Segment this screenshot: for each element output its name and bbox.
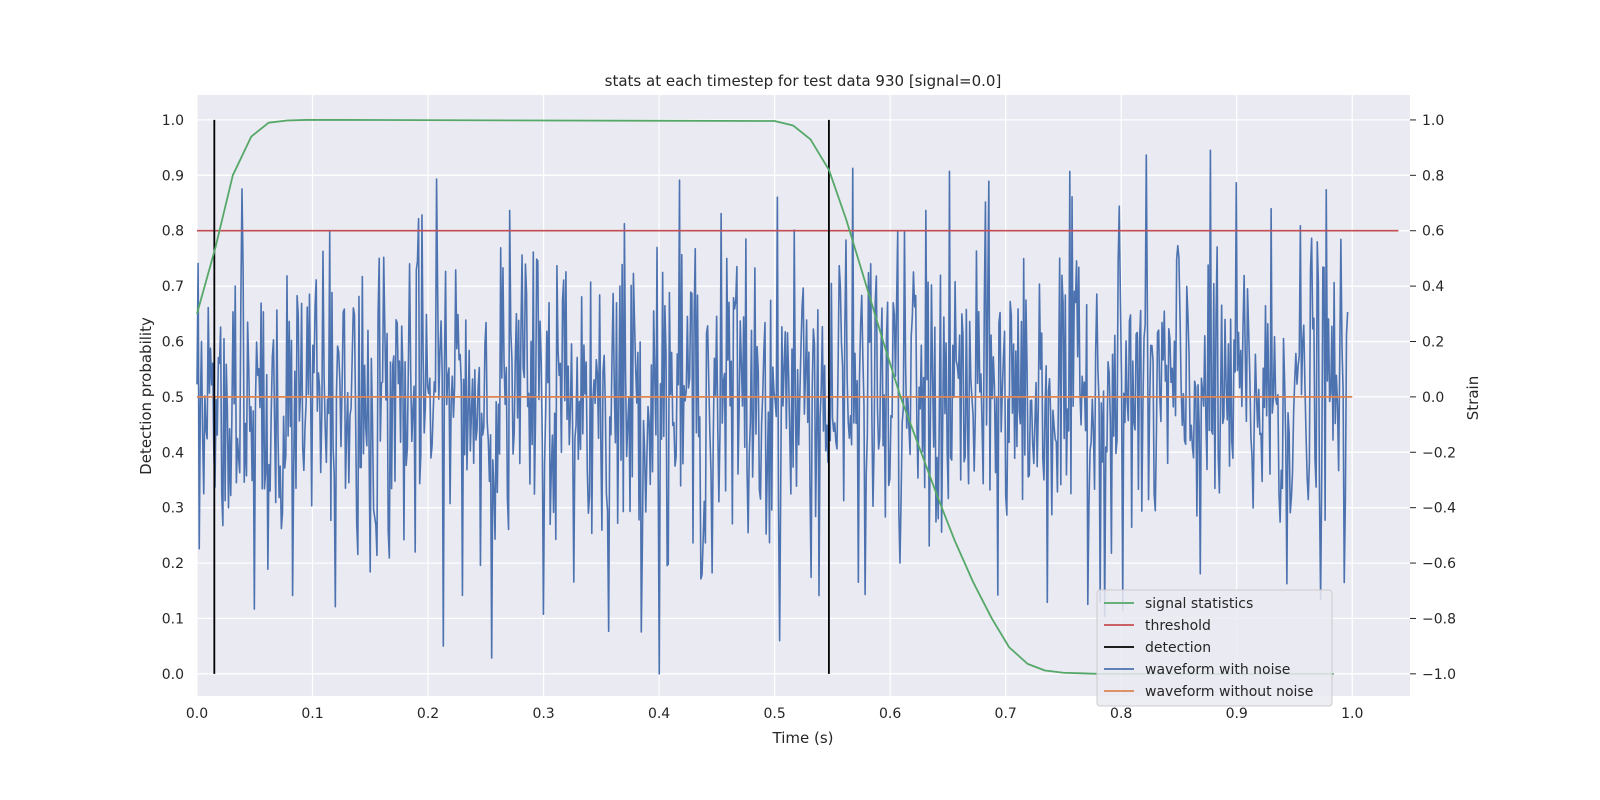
legend-label-waveform-with-noise: waveform with noise — [1145, 662, 1290, 678]
y-right-tick-label: −0.4 — [1422, 501, 1456, 517]
axes: 0.0 0.1 0.2 0.3 0.4 0.5 0.6 0.7 0.8 0.9 1.0 0.0 0.1 0… — [162, 113, 1456, 722]
y-axis-title: Detection probability — [137, 317, 155, 475]
y-tick-label: 0.9 — [162, 168, 184, 184]
x-tick-label: 0.5 — [763, 706, 785, 722]
y-right-tick-label: 1.0 — [1422, 113, 1444, 129]
x-tick-label: 0.7 — [995, 706, 1017, 722]
y-right-tick-label: 0.4 — [1422, 279, 1444, 295]
series-waveform-with-noise — [196, 149, 1349, 675]
legend-label-threshold: threshold — [1145, 618, 1211, 634]
legend-label-detection: detection — [1145, 640, 1211, 656]
x-tick-label: 0.8 — [1110, 706, 1132, 722]
x-tick-label: 0.2 — [417, 706, 439, 722]
y-tick-label: 0.3 — [162, 501, 184, 517]
x-tick-label: 0.6 — [879, 706, 901, 722]
y-right-tick-label: −0.2 — [1422, 445, 1456, 461]
legend-label-waveform-without-noise: waveform without noise — [1145, 684, 1313, 700]
y-right-tick-label: −1.0 — [1422, 667, 1456, 683]
x-tick-label: 0.0 — [186, 706, 208, 722]
legend-label-signal-statistics: signal statistics — [1145, 596, 1253, 612]
y-right-tick-label: 0.6 — [1422, 224, 1444, 240]
y-tick-label: 0.5 — [162, 390, 184, 406]
y-tick-label: 0.1 — [162, 611, 184, 627]
chart-title: stats at each timestep for test data 930… — [605, 72, 1002, 90]
legend: signal statistics threshold detection wa… — [1096, 589, 1333, 707]
x-axis-title: Time (s) — [772, 729, 834, 747]
y-tick-label: 0.6 — [162, 334, 184, 350]
x-tick-label: 1.0 — [1341, 706, 1363, 722]
y-tick-label: 0.2 — [162, 556, 184, 572]
y-tick-label: 0.8 — [162, 224, 184, 240]
y-tick-label: 0.0 — [162, 667, 184, 683]
x-tick-label: 0.9 — [1226, 706, 1248, 722]
y-tick-label: 0.4 — [162, 445, 184, 461]
x-tick-label: 0.4 — [648, 706, 670, 722]
y-right-tick-label: −0.6 — [1422, 556, 1456, 572]
x-tick-label: 0.1 — [301, 706, 323, 722]
y-right-tick-label: 0.2 — [1422, 334, 1444, 350]
y-tick-label: 0.7 — [162, 279, 184, 295]
y-axis-right-title: Strain — [1464, 376, 1482, 420]
legend-box — [1096, 589, 1333, 707]
y-tick-label: 1.0 — [162, 113, 184, 129]
y-right-tick-label: 0.8 — [1422, 168, 1444, 184]
series-layer — [196, 119, 1399, 675]
series-signal-statistics — [196, 119, 1334, 675]
y-right-tick-label: −0.8 — [1422, 611, 1456, 627]
y-right-tick-label: 0.0 — [1422, 390, 1444, 406]
x-tick-label: 0.3 — [532, 706, 554, 722]
